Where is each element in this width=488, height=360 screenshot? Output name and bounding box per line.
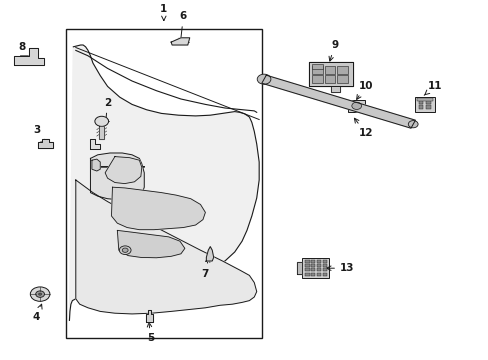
Bar [426,100,430,104]
Bar [416,98,432,101]
Polygon shape [171,38,189,45]
Text: 12: 12 [354,118,372,138]
Bar [418,100,423,104]
Polygon shape [90,139,100,149]
Polygon shape [14,48,44,65]
Bar [426,105,430,109]
Circle shape [30,287,50,301]
Text: 4: 4 [33,304,42,322]
Text: 8: 8 [19,42,29,63]
Text: 3: 3 [33,125,45,144]
Bar [311,64,322,69]
Bar [305,268,309,271]
Bar [47,143,51,148]
Bar [322,260,326,263]
Polygon shape [261,75,415,128]
Bar [305,260,309,263]
Polygon shape [99,126,104,139]
Circle shape [351,102,361,109]
Text: 1: 1 [160,4,167,21]
Text: 10: 10 [356,81,372,99]
Text: 11: 11 [423,81,442,95]
Polygon shape [308,62,352,92]
Polygon shape [111,187,205,230]
Polygon shape [105,157,142,184]
Polygon shape [76,180,256,314]
Polygon shape [206,247,213,261]
Bar [40,143,44,148]
Polygon shape [69,45,259,320]
Bar [30,55,37,58]
Circle shape [119,246,131,255]
Circle shape [122,248,128,252]
Bar [316,268,321,271]
Bar [66,29,261,338]
Text: 2: 2 [103,98,111,124]
Polygon shape [297,262,302,274]
Bar [311,75,322,83]
Circle shape [39,293,41,295]
Bar [337,66,347,74]
Polygon shape [90,153,144,200]
Text: 5: 5 [147,323,154,343]
Circle shape [257,74,270,84]
Text: 13: 13 [326,263,354,273]
Text: 7: 7 [201,258,209,279]
Bar [414,97,434,112]
Bar [20,55,28,58]
Bar [310,268,315,271]
Polygon shape [117,230,184,258]
Circle shape [36,291,44,297]
Bar [310,264,315,267]
Polygon shape [92,159,100,171]
Bar [316,260,321,263]
Bar [324,66,335,74]
Bar [347,100,365,112]
Bar [322,268,326,271]
Bar [305,273,309,276]
Circle shape [407,121,417,128]
Bar [322,273,326,276]
Bar [337,75,347,83]
Circle shape [95,116,108,126]
Bar [310,260,315,263]
Polygon shape [145,310,152,322]
Bar [322,264,326,267]
Bar [302,258,328,278]
Bar [316,273,321,276]
Bar [305,264,309,267]
Bar [316,264,321,267]
Bar [324,75,335,83]
Polygon shape [308,62,352,86]
Bar [418,105,423,109]
Bar [310,273,315,276]
Text: 9: 9 [328,40,338,61]
Polygon shape [38,139,53,148]
Bar [311,66,322,74]
Text: 6: 6 [178,11,186,43]
